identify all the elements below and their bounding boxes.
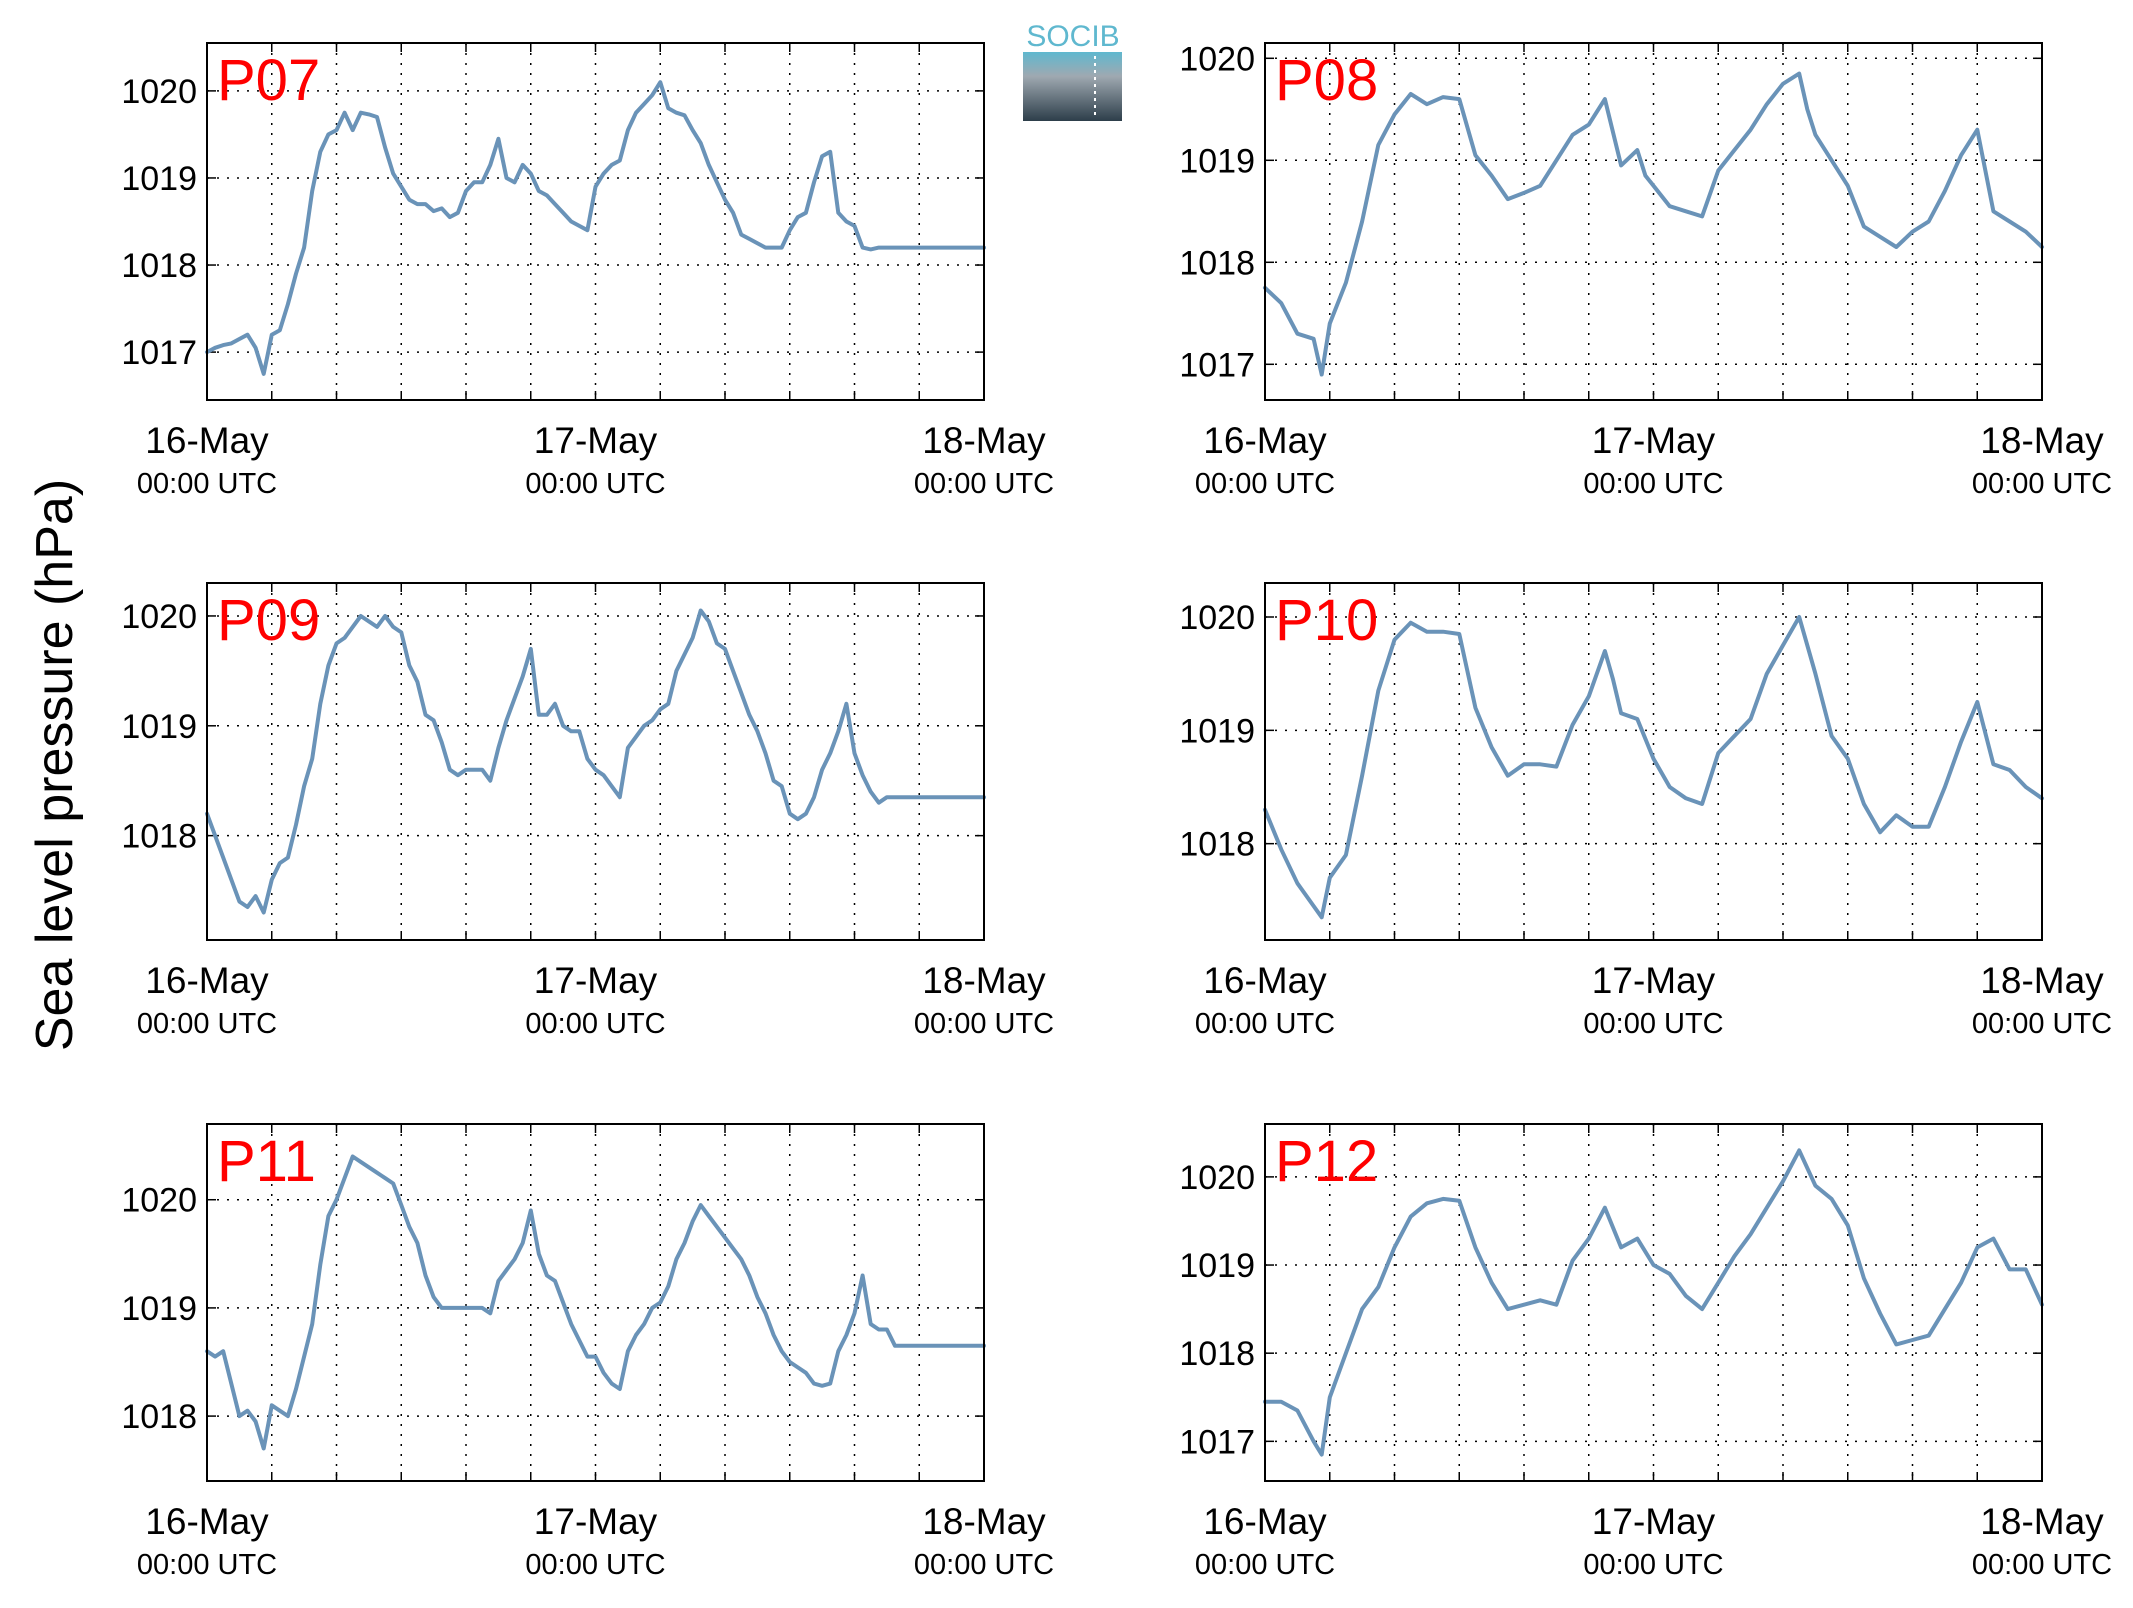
y-tick-label: 1019	[121, 1290, 197, 1328]
panel-p08: 1017 1018 1019 1020 16-May 00:00 UTC 17-May 00:…	[1179, 40, 2112, 500]
x-tick-label-date: 16-May	[145, 420, 269, 461]
panel-p09: 1018 1019 1020 16-May 00:00 UTC 17-May 00:00 U…	[121, 582, 1054, 1040]
panel-label: P10	[1275, 588, 1378, 653]
y-tick-label: 1019	[121, 708, 197, 746]
y-tick-label: 1019	[1179, 712, 1255, 750]
y-tick-label: 1018	[1179, 244, 1255, 282]
panel-label: P12	[1275, 1129, 1378, 1194]
panel-p07: 1017 1018 1019 1020 16-May 00:00 UTC 17-May 00:…	[121, 42, 1054, 500]
x-tick-label-time: 00:00 UTC	[1583, 1549, 1723, 1581]
x-tick-label-date: 17-May	[534, 420, 658, 461]
x-tick-label-date: 17-May	[1592, 960, 1716, 1001]
y-tick-label: 1017	[121, 334, 197, 372]
x-tick-label-time: 00:00 UTC	[1195, 468, 1335, 500]
y-tick-label: 1019	[1179, 142, 1255, 180]
x-tick-label-date: 16-May	[1203, 960, 1327, 1001]
x-tick-label-time: 00:00 UTC	[1972, 1549, 2112, 1581]
x-tick-label-date: 16-May	[145, 1501, 269, 1542]
x-tick-label-date: 18-May	[922, 1501, 1046, 1542]
y-tick-label: 1020	[121, 73, 197, 111]
panel-p12: 1017 1018 1019 1020 16-May 00:00 UTC 17-May 00:…	[1179, 1123, 2112, 1581]
y-tick-label: 1020	[1179, 599, 1255, 637]
y-tick-label: 1017	[1179, 346, 1255, 384]
y-tick-label: 1019	[121, 160, 197, 198]
panel-p10: 1018 1019 1020 16-May 00:00 UTC 17-May 00:00 U…	[1179, 582, 2112, 1040]
y-tick-label: 1020	[121, 598, 197, 636]
socib-logo-mark	[1023, 52, 1122, 121]
x-tick-label-time: 00:00 UTC	[1195, 1549, 1335, 1581]
y-tick-label: 1019	[1179, 1247, 1255, 1285]
panel-label: P08	[1275, 48, 1378, 113]
x-tick-label-time: 00:00 UTC	[525, 1008, 665, 1040]
y-tick-label: 1020	[1179, 40, 1255, 78]
plot-area-frame	[206, 1123, 985, 1482]
x-tick-label-date: 18-May	[1980, 960, 2104, 1001]
series-line-p08	[1263, 71, 2044, 377]
x-tick-label-date: 16-May	[1203, 420, 1327, 461]
x-tick-label-date: 16-May	[145, 960, 269, 1001]
x-tick-label-time: 00:00 UTC	[914, 468, 1054, 500]
x-tick-label-time: 00:00 UTC	[525, 1549, 665, 1581]
y-tick-label: 1020	[1179, 1159, 1255, 1197]
y-tick-label: 1018	[1179, 826, 1255, 864]
x-tick-label-date: 18-May	[922, 420, 1046, 461]
x-tick-label-time: 00:00 UTC	[137, 468, 277, 500]
x-tick-label-date: 17-May	[1592, 1501, 1716, 1542]
y-tick-label: 1018	[121, 1398, 197, 1436]
x-tick-label-time: 00:00 UTC	[137, 1008, 277, 1040]
panel-label: P09	[217, 588, 320, 653]
plot-area-frame	[206, 42, 985, 401]
series-line-p10	[1263, 615, 2044, 920]
x-tick-label-time: 00:00 UTC	[1195, 1008, 1335, 1040]
panel-label: P07	[217, 48, 320, 113]
y-tick-label: 1018	[1179, 1335, 1255, 1373]
panels: 1017 1018 1019 1020 16-May 00:00 UTC 17-May 00:…	[121, 40, 2112, 1581]
series-line-p12	[1263, 1148, 2044, 1457]
panel-p11: 1018 1019 1020 16-May 00:00 UTC 17-May 00:00 U…	[121, 1123, 1054, 1581]
series-line-p11	[205, 1154, 986, 1451]
x-tick-label-time: 00:00 UTC	[1583, 468, 1723, 500]
x-tick-label-time: 00:00 UTC	[1583, 1008, 1723, 1040]
series-line-p09	[205, 608, 986, 915]
y-tick-label: 1018	[121, 818, 197, 856]
x-tick-label-date: 16-May	[1203, 1501, 1327, 1542]
series-line-p07	[205, 80, 986, 376]
x-tick-label-date: 17-May	[534, 960, 658, 1001]
x-tick-label-time: 00:00 UTC	[1972, 468, 2112, 500]
x-tick-label-date: 18-May	[922, 960, 1046, 1001]
y-axis-label: Sea level pressure (hPa)	[26, 479, 84, 1051]
plot-area-frame	[206, 582, 985, 941]
socib-logo: SOCIB	[1023, 20, 1122, 121]
x-tick-label-date: 17-May	[534, 1501, 658, 1542]
x-tick-label-time: 00:00 UTC	[914, 1008, 1054, 1040]
x-tick-label-time: 00:00 UTC	[525, 468, 665, 500]
socib-logo-text: SOCIB	[1026, 20, 1119, 53]
panel-label: P11	[217, 1129, 316, 1194]
x-tick-label-time: 00:00 UTC	[914, 1549, 1054, 1581]
x-tick-label-date: 18-May	[1980, 1501, 2104, 1542]
x-tick-label-time: 00:00 UTC	[1972, 1008, 2112, 1040]
y-tick-label: 1017	[1179, 1423, 1255, 1461]
plot-area-frame	[1264, 1123, 2043, 1482]
x-tick-label-date: 18-May	[1980, 420, 2104, 461]
plot-area-frame	[1264, 582, 2043, 941]
plot-area-frame	[1264, 42, 2043, 401]
x-tick-label-date: 17-May	[1592, 420, 1716, 461]
y-tick-label: 1020	[121, 1182, 197, 1220]
y-tick-label: 1018	[121, 247, 197, 285]
x-tick-label-time: 00:00 UTC	[137, 1549, 277, 1581]
